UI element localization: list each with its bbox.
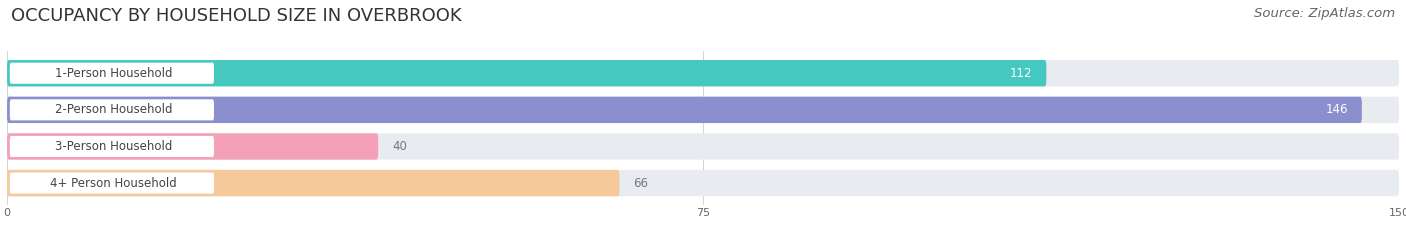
Text: 4+ Person Household: 4+ Person Household: [51, 177, 177, 190]
FancyBboxPatch shape: [7, 97, 1362, 123]
FancyBboxPatch shape: [7, 97, 1399, 123]
FancyBboxPatch shape: [7, 170, 1399, 196]
FancyBboxPatch shape: [10, 63, 214, 84]
Text: Source: ZipAtlas.com: Source: ZipAtlas.com: [1254, 7, 1395, 20]
FancyBboxPatch shape: [10, 136, 214, 157]
Text: 146: 146: [1326, 103, 1348, 116]
FancyBboxPatch shape: [7, 133, 378, 160]
FancyBboxPatch shape: [7, 60, 1399, 86]
Text: 66: 66: [633, 177, 648, 190]
Text: 40: 40: [392, 140, 406, 153]
FancyBboxPatch shape: [7, 133, 1399, 160]
Text: 2-Person Household: 2-Person Household: [55, 103, 173, 116]
Text: 112: 112: [1010, 67, 1032, 80]
Text: OCCUPANCY BY HOUSEHOLD SIZE IN OVERBROOK: OCCUPANCY BY HOUSEHOLD SIZE IN OVERBROOK: [11, 7, 463, 25]
Text: 1-Person Household: 1-Person Household: [55, 67, 173, 80]
Text: 3-Person Household: 3-Person Household: [55, 140, 173, 153]
FancyBboxPatch shape: [7, 60, 1046, 86]
FancyBboxPatch shape: [7, 170, 620, 196]
FancyBboxPatch shape: [10, 172, 214, 194]
FancyBboxPatch shape: [10, 99, 214, 120]
